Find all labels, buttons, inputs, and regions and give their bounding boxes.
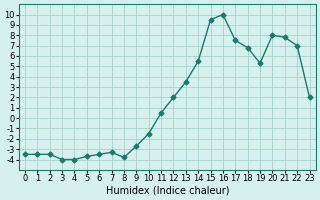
X-axis label: Humidex (Indice chaleur): Humidex (Indice chaleur) [106, 186, 229, 196]
